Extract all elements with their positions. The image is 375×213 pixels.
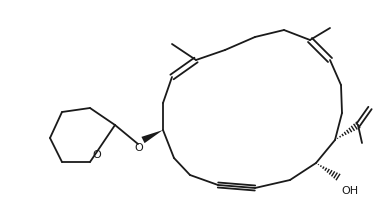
Polygon shape [141,130,163,143]
Text: O: O [135,143,143,153]
Text: OH: OH [341,186,358,196]
Text: O: O [93,150,101,160]
